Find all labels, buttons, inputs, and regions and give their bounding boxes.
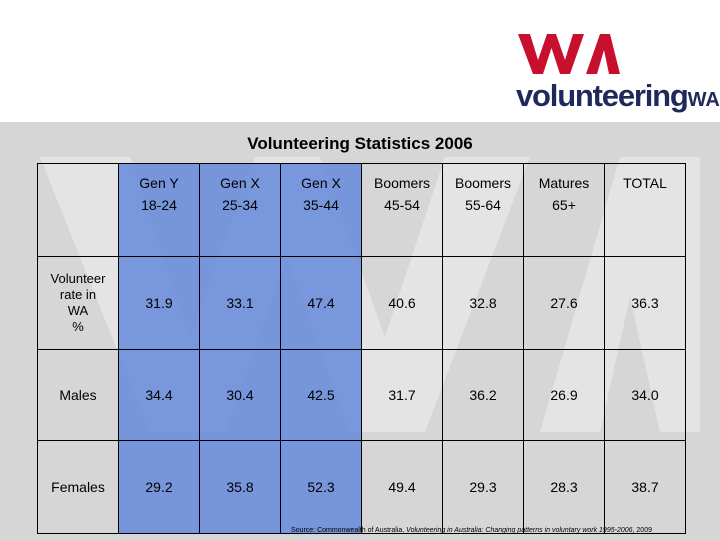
table-cell: 52.3 — [280, 440, 362, 534]
logo-wordmark: volunteeringWA — [516, 78, 720, 118]
column-header-line1: Matures — [538, 175, 590, 191]
column-header-matures-65: Matures 65+ — [523, 163, 605, 257]
row-label-line: % — [72, 319, 84, 334]
table-cell: 29.3 — [442, 440, 524, 534]
table-cell: 49.4 — [361, 440, 443, 534]
column-header-line2: 55-64 — [465, 197, 501, 213]
column-header-line1: Boomers — [454, 175, 512, 191]
table-row-volunteer-rate: Volunteer rate in WA% 31.9 33.1 47.4 40.6 … — [37, 256, 686, 350]
column-header-line1: Gen Y — [139, 175, 179, 191]
table-row-males: Males 34.4 30.4 42.5 31.7 36.2 26.9 34.0 — [37, 349, 686, 441]
row-label-line: Volunteer — [50, 271, 106, 286]
column-header-line2: 18-24 — [141, 197, 177, 213]
source-citation: Source: Commonwealth of Australia, Volun… — [291, 527, 652, 534]
table-cell: 31.9 — [118, 256, 200, 350]
row-label-line: WA — [67, 303, 89, 318]
table-row-females: Females 29.2 35.8 52.3 49.4 29.3 28.3 38… — [37, 440, 686, 534]
logo-suffix: WA — [687, 89, 720, 111]
table-cell: 27.6 — [523, 256, 605, 350]
column-header-gen-x-25-34: Gen X 25-34 — [199, 163, 281, 257]
row-header-volunteer-rate: Volunteer rate in WA% — [37, 256, 119, 350]
table-cell: 47.4 — [280, 256, 362, 350]
table-cell: 36.2 — [442, 349, 524, 441]
table-cell: 35.8 — [199, 440, 281, 534]
table-header-row: Gen Y 18-24 Gen X 25-34 Gen X 35-44 Boomers… — [37, 163, 686, 257]
column-header-line1: Gen X — [220, 175, 260, 191]
column-header-line2: 25-34 — [222, 197, 258, 213]
table-cell: 33.1 — [199, 256, 281, 350]
row-header-males: Males — [37, 349, 119, 441]
header-corner-cell — [37, 163, 119, 257]
table-cell: 42.5 — [280, 349, 362, 441]
header-band: volunteeringWA — [0, 0, 720, 122]
column-header-line2: 65+ — [552, 197, 576, 213]
column-header-boomers-45-54: Boomers 45-54 — [361, 163, 443, 257]
table-cell: 30.4 — [199, 349, 281, 441]
column-header-gen-x-35-44: Gen X 35-44 — [280, 163, 362, 257]
table-cell: 31.7 — [361, 349, 443, 441]
column-header-line1: Boomers — [373, 175, 431, 191]
table-cell: 34.0 — [604, 349, 686, 441]
column-header-line1: TOTAL — [623, 175, 667, 191]
table-cell: 32.8 — [442, 256, 524, 350]
table-cell: 26.9 — [523, 349, 605, 441]
column-header-total: TOTAL — [604, 163, 686, 257]
logo-text: volunteering — [516, 78, 689, 113]
volunteering-stats-table: Gen Y 18-24 Gen X 25-34 Gen X 35-44 Boomers… — [37, 163, 686, 534]
row-label-line: rate in — [59, 287, 97, 302]
source-title: Volunteering in Australia: Changing patt… — [406, 527, 633, 534]
column-header-line2: 35-44 — [303, 197, 339, 213]
column-header-line1: Gen X — [301, 175, 341, 191]
column-header-gen-y-18-24: Gen Y 18-24 — [118, 163, 200, 257]
column-header-line2: 45-54 — [384, 197, 420, 213]
table-cell: 29.2 — [118, 440, 200, 534]
volunteering-wa-logo: volunteeringWA — [512, 30, 720, 116]
column-header-boomers-55-64: Boomers 55-64 — [442, 163, 524, 257]
table-cell: 34.4 — [118, 349, 200, 441]
table-cell: 28.3 — [523, 440, 605, 534]
table-cell: 36.3 — [604, 256, 686, 350]
page-title: Volunteering Statistics 2006 — [247, 134, 473, 153]
table-cell: 40.6 — [361, 256, 443, 350]
row-header-females: Females — [37, 440, 119, 534]
wa-logo-mark — [518, 34, 620, 74]
table-cell: 38.7 — [604, 440, 686, 534]
source-suffix: , 2009 — [632, 527, 652, 534]
source-prefix: Source: Commonwealth of Australia, — [291, 527, 407, 534]
